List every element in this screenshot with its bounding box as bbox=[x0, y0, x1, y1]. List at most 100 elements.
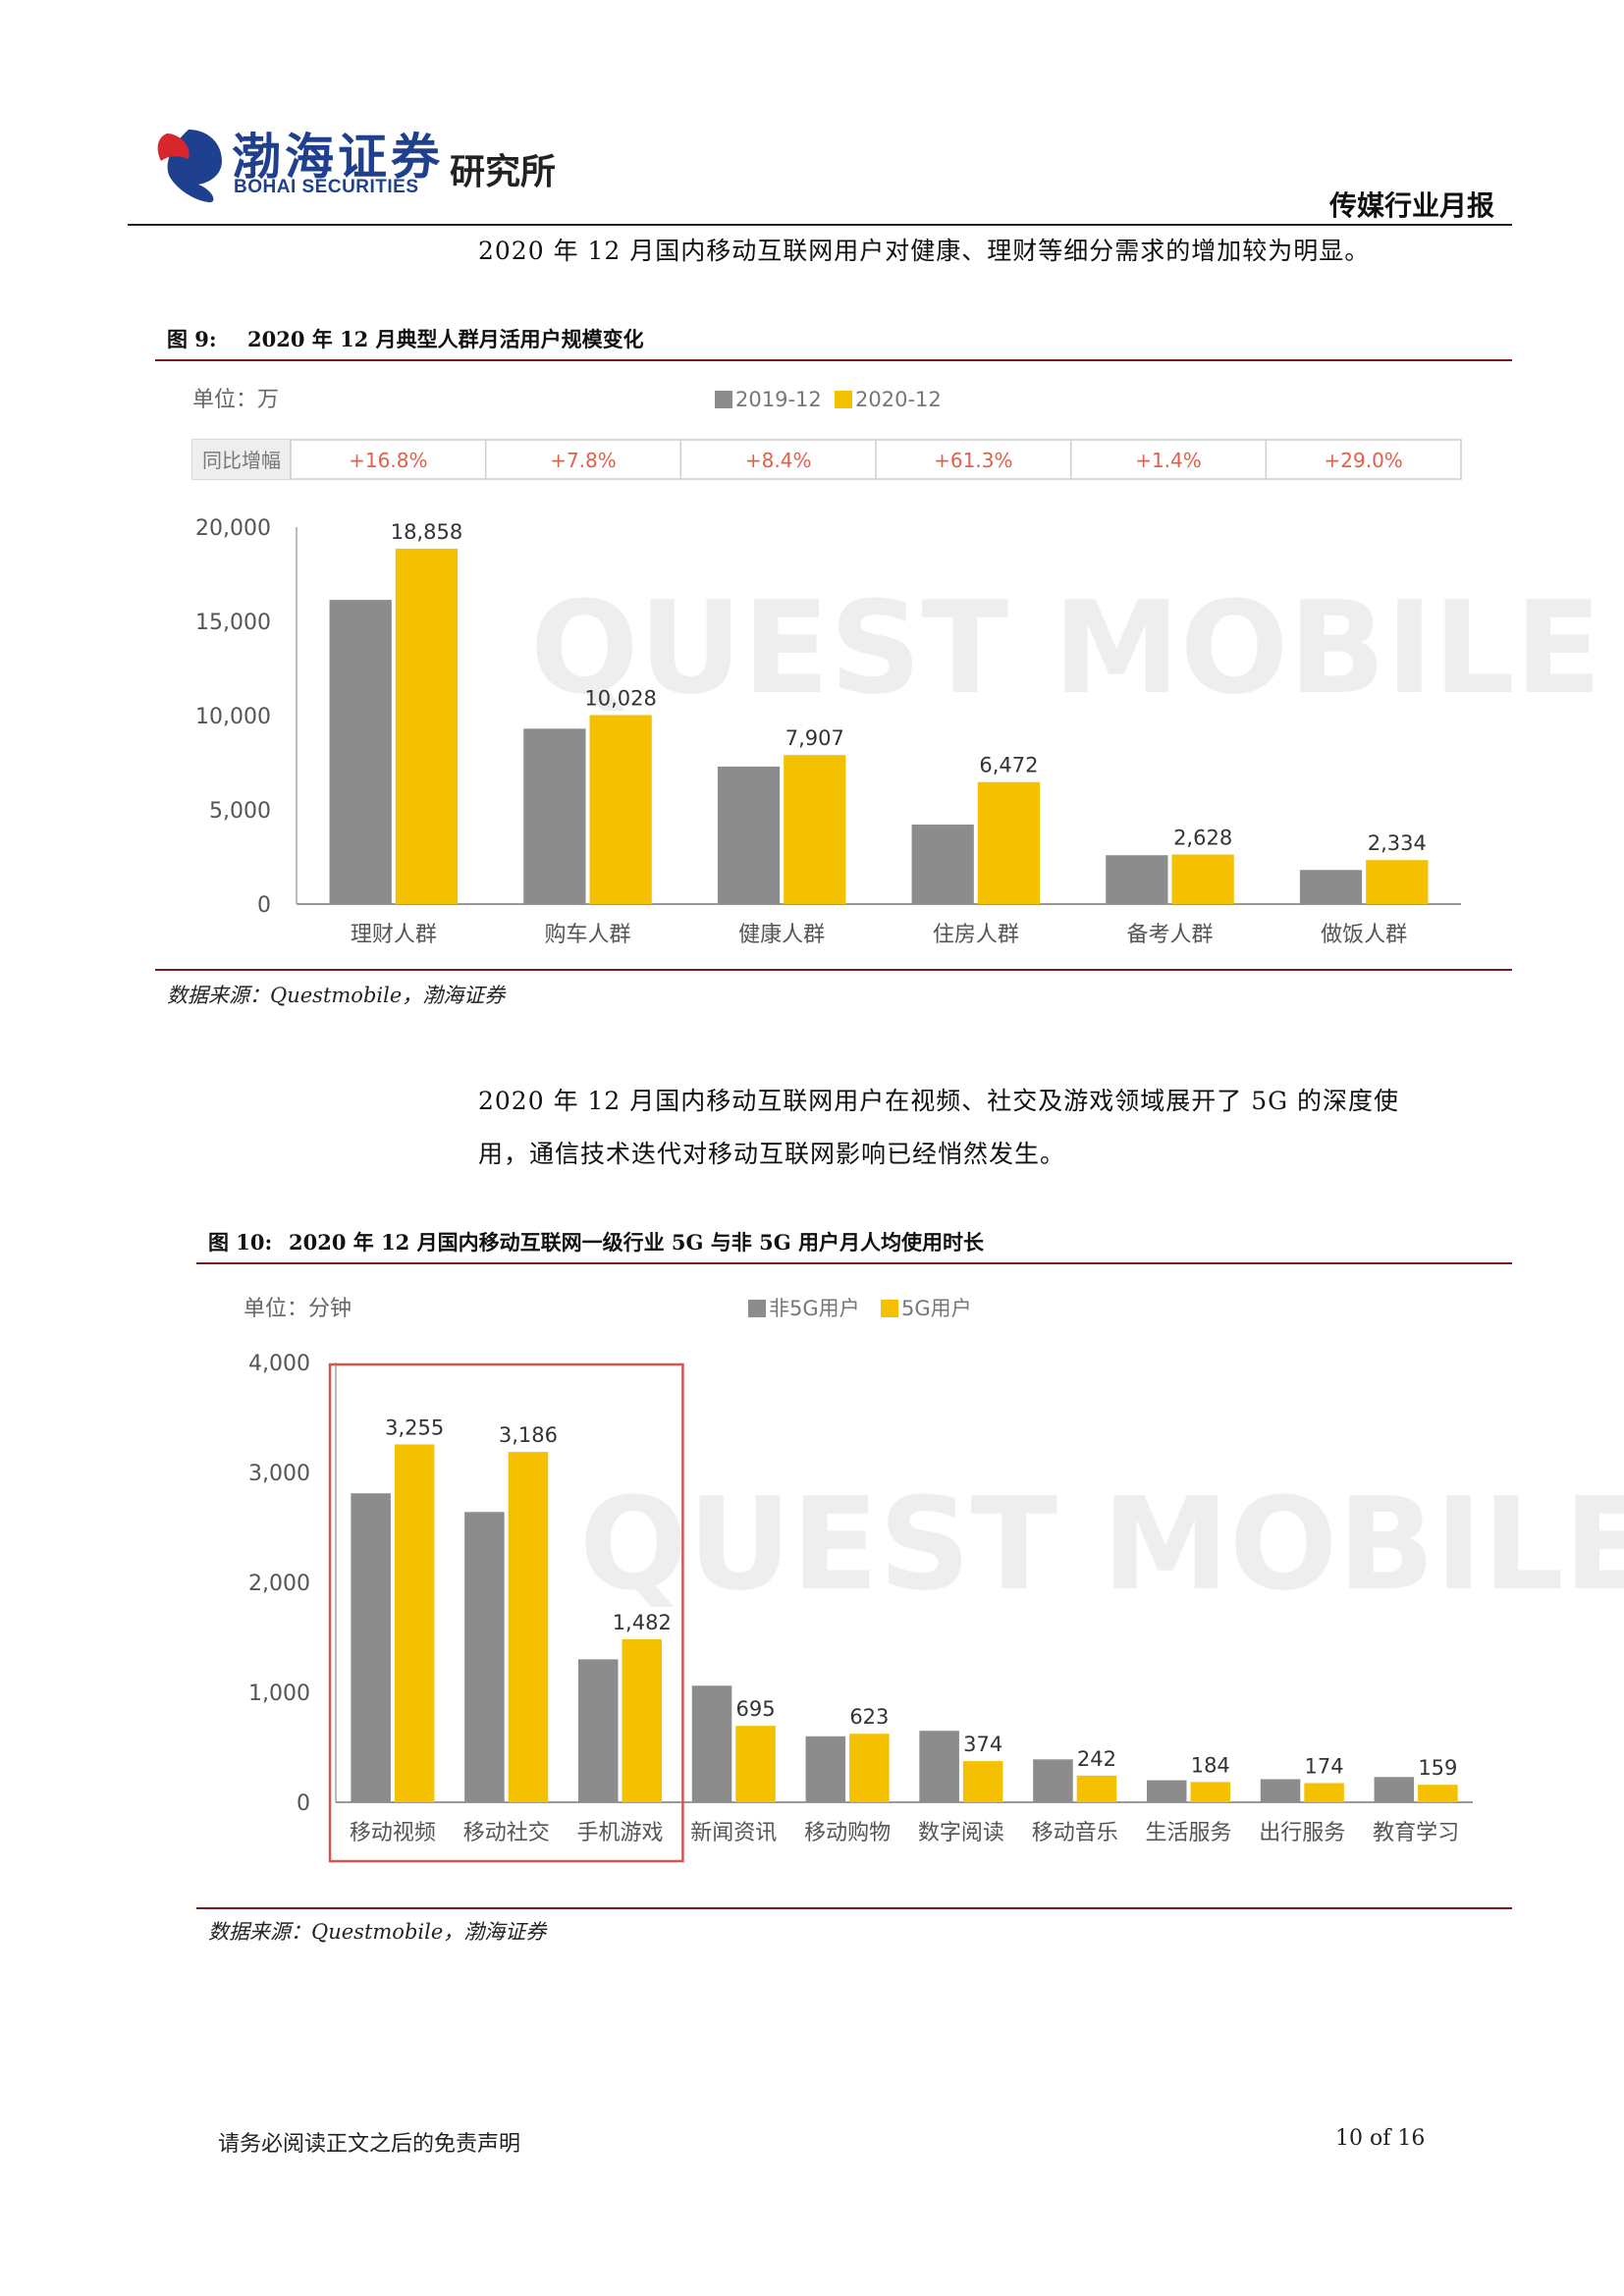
figure-10-title: 2020 年 12 月国内移动互联网一级行业 5G 与非 5G 用户月人均使用时… bbox=[289, 1230, 984, 1255]
x-tick-label-2: 手机游戏 bbox=[576, 1821, 663, 1845]
y-tick-label: 20,000 bbox=[195, 516, 271, 541]
legend-swatch-0 bbox=[715, 391, 732, 408]
bar-1-6 bbox=[1076, 1775, 1117, 1802]
data-label-2: 1,482 bbox=[613, 1611, 672, 1634]
data-label-9: 159 bbox=[1418, 1756, 1457, 1780]
bar-0-8 bbox=[1260, 1779, 1301, 1802]
header-rule bbox=[128, 224, 1512, 226]
x-tick-label-0: 移动视频 bbox=[350, 1821, 436, 1845]
watermark: QUEST MOBILE bbox=[579, 1469, 1624, 1619]
bar-0-9 bbox=[1374, 1777, 1415, 1802]
data-label-3: 695 bbox=[736, 1697, 776, 1721]
x-tick-label-7: 生活服务 bbox=[1145, 1821, 1231, 1845]
figure-9-title: 2020 年 12 月典型人群月活用户规模变化 bbox=[247, 327, 644, 351]
paragraph-2-line-2: 用，通信技术迭代对移动互联网影响已经悄然发生。 bbox=[478, 1140, 1066, 1168]
y-tick-label: 15,000 bbox=[195, 611, 271, 635]
bohai-logo-icon bbox=[157, 130, 222, 203]
data-label-7: 184 bbox=[1191, 1753, 1230, 1777]
bar-0-1 bbox=[464, 1512, 505, 1802]
x-tick-label-1: 移动社交 bbox=[463, 1821, 550, 1845]
legend-swatch-0 bbox=[748, 1300, 766, 1317]
highlight-box bbox=[328, 1362, 684, 1863]
legend-entry-0: 2019-12 bbox=[735, 388, 822, 411]
bar-1-4 bbox=[1171, 854, 1234, 904]
bar-1-4 bbox=[849, 1734, 890, 1802]
legend-entry-0: 非5G用户 bbox=[769, 1297, 860, 1320]
x-tick-label-3: 住房人群 bbox=[933, 923, 1019, 947]
yoy-value-0: +16.8% bbox=[349, 449, 427, 472]
figure-9-top-rule bbox=[155, 359, 1512, 361]
y-tick-label: 0 bbox=[297, 1791, 310, 1816]
bar-1-3 bbox=[977, 781, 1041, 904]
data-label-5: 374 bbox=[963, 1733, 1002, 1756]
figure-9-source: 数据来源：Questmobile，渤海证券 bbox=[167, 984, 506, 1007]
y-tick-label: 1,000 bbox=[248, 1682, 310, 1706]
yoy-label-cell bbox=[192, 440, 291, 479]
bar-0-4 bbox=[1106, 855, 1168, 904]
x-tick-label-5: 数字阅读 bbox=[918, 1821, 1004, 1845]
logo-subtitle: 研究所 bbox=[450, 151, 557, 192]
bar-1-8 bbox=[1304, 1783, 1344, 1802]
x-tick-label-5: 做饭人群 bbox=[1321, 923, 1407, 947]
bar-1-1 bbox=[589, 715, 652, 904]
bar-1-3 bbox=[735, 1726, 776, 1802]
bar-0-2 bbox=[577, 1659, 619, 1802]
x-tick-label-3: 新闻资讯 bbox=[690, 1821, 777, 1845]
x-tick-label-4: 移动购物 bbox=[804, 1821, 891, 1845]
bar-1-5 bbox=[962, 1761, 1003, 1802]
report-type: 传媒行业月报 bbox=[1329, 189, 1495, 222]
legend-swatch-1 bbox=[881, 1300, 898, 1317]
logo-chinese: 渤海证券 bbox=[232, 128, 444, 186]
figure-10-source: 数据来源：Questmobile，渤海证券 bbox=[208, 1920, 547, 1944]
figure-10-bottom-rule bbox=[196, 1907, 1512, 1909]
bar-0-0 bbox=[351, 1493, 391, 1802]
bar-1-5 bbox=[1366, 860, 1429, 904]
bar-0-5 bbox=[919, 1731, 959, 1802]
yoy-label: 同比增幅 bbox=[202, 449, 281, 472]
x-tick-label-8: 出行服务 bbox=[1259, 1821, 1345, 1845]
data-label-1: 10,028 bbox=[584, 686, 656, 710]
bar-0-0 bbox=[329, 600, 392, 904]
figure-9-bottom-rule bbox=[155, 969, 1512, 971]
bar-1-2 bbox=[622, 1639, 663, 1802]
x-tick-label-4: 备考人群 bbox=[1126, 923, 1213, 947]
unit-label: 单位：万 bbox=[192, 388, 279, 412]
legend-swatch-1 bbox=[835, 391, 852, 408]
yoy-value-3: +61.3% bbox=[934, 449, 1012, 472]
figure-9-label: 图 9: bbox=[167, 327, 217, 351]
unit-label: 单位：分钟 bbox=[244, 1297, 352, 1321]
y-tick-label: 10,000 bbox=[195, 705, 271, 729]
logo-english: BOHAI SECURITIES bbox=[234, 177, 419, 197]
bar-1-9 bbox=[1418, 1785, 1458, 1802]
y-tick-label: 5,000 bbox=[209, 799, 271, 824]
y-tick-label: 2,000 bbox=[248, 1572, 310, 1596]
bar-0-6 bbox=[1033, 1759, 1073, 1802]
data-label-4: 2,628 bbox=[1173, 827, 1232, 850]
paragraph-1: 2020 年 12 月国内移动互联网用户对健康、理财等细分需求的增加较为明显。 bbox=[478, 237, 1371, 265]
bar-1-0 bbox=[395, 548, 459, 904]
bar-0-4 bbox=[805, 1735, 846, 1802]
data-label-8: 174 bbox=[1305, 1755, 1344, 1779]
data-label-5: 2,334 bbox=[1368, 831, 1427, 855]
data-label-3: 6,472 bbox=[979, 754, 1038, 777]
data-label-1: 3,186 bbox=[499, 1423, 558, 1447]
y-tick-label: 0 bbox=[257, 893, 271, 918]
bar-0-2 bbox=[717, 766, 781, 904]
footer-page-number: 10 of 16 bbox=[1335, 2126, 1426, 2151]
bar-1-1 bbox=[508, 1452, 549, 1802]
figure-10-label: 图 10: bbox=[208, 1230, 273, 1255]
bar-1-2 bbox=[784, 755, 846, 904]
bar-0-7 bbox=[1146, 1780, 1187, 1802]
bar-0-3 bbox=[911, 825, 974, 904]
data-label-6: 242 bbox=[1077, 1747, 1116, 1771]
paragraph-2-line-1: 2020 年 12 月国内移动互联网用户在视频、社交及游戏领域展开了 5G 的深… bbox=[478, 1087, 1400, 1115]
watermark: QUEST MOBILE bbox=[530, 573, 1601, 722]
y-tick-label: 3,000 bbox=[248, 1462, 310, 1486]
data-label-0: 3,255 bbox=[385, 1415, 444, 1439]
x-tick-label-9: 教育学习 bbox=[1373, 1821, 1459, 1845]
data-label-0: 18,858 bbox=[391, 520, 462, 544]
data-label-4: 623 bbox=[849, 1705, 889, 1729]
x-tick-label-6: 移动音乐 bbox=[1032, 1821, 1118, 1845]
legend-entry-1: 2020-12 bbox=[855, 388, 942, 411]
